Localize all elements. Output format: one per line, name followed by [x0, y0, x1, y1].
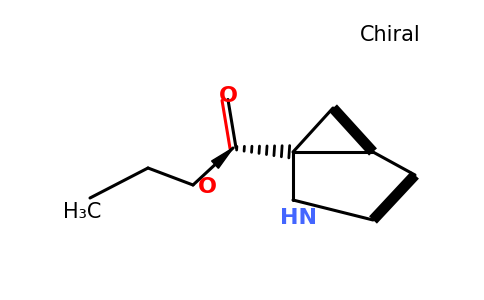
Text: O: O [218, 86, 238, 106]
Text: Chiral: Chiral [360, 25, 421, 45]
Text: H₃C: H₃C [63, 202, 101, 222]
Polygon shape [212, 148, 233, 168]
Text: O: O [197, 177, 216, 197]
Text: HN: HN [279, 208, 317, 228]
